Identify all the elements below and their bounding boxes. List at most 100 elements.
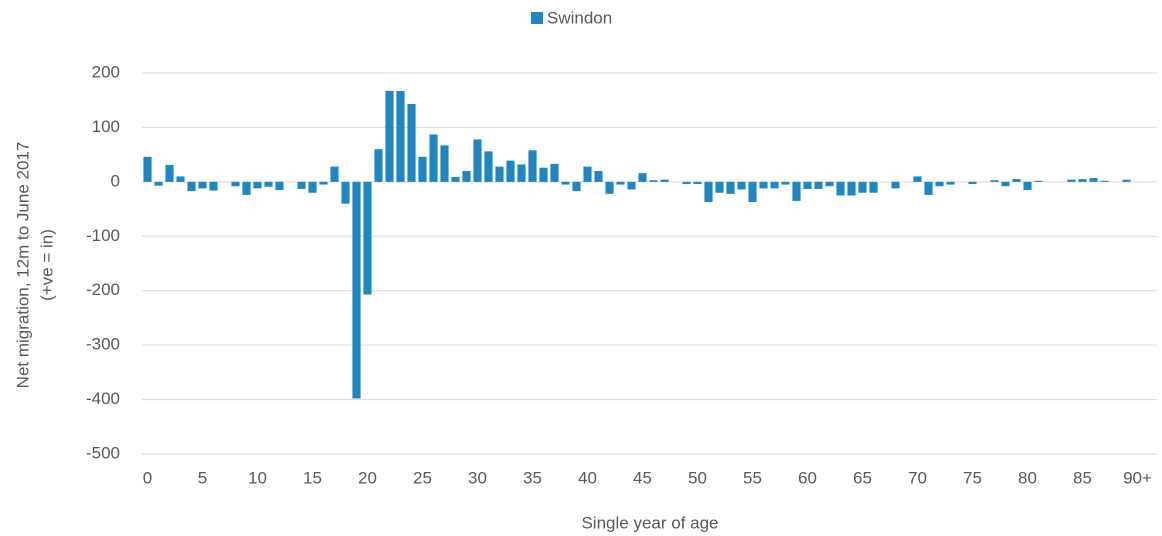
x-tick-label: 5 xyxy=(198,468,207,487)
bar xyxy=(825,181,834,187)
bar xyxy=(506,160,515,182)
bar xyxy=(176,176,185,182)
bar xyxy=(242,181,251,195)
bar xyxy=(935,181,944,187)
y-tick-label: -200 xyxy=(86,280,120,299)
bar xyxy=(946,181,955,185)
x-tick-label: 0 xyxy=(143,468,152,487)
bar xyxy=(1012,179,1021,182)
x-tick-label: 90+ xyxy=(1123,468,1152,487)
x-tick-label: 35 xyxy=(523,468,542,487)
x-tick-label: 85 xyxy=(1073,468,1092,487)
bar xyxy=(682,181,691,185)
bar xyxy=(1100,180,1109,182)
y-axis-title: (+ve = in) xyxy=(37,229,56,301)
bar xyxy=(231,181,240,187)
x-tick-label: 40 xyxy=(578,468,597,487)
bar xyxy=(627,181,636,190)
bar xyxy=(693,181,702,185)
bar xyxy=(407,104,416,182)
x-tick-label: 70 xyxy=(908,468,927,487)
bar xyxy=(517,164,526,182)
x-tick-label: 30 xyxy=(468,468,487,487)
bar xyxy=(913,176,922,182)
bar xyxy=(792,181,801,201)
bar xyxy=(264,181,273,187)
bar xyxy=(924,181,933,195)
bar xyxy=(1001,181,1010,187)
bar xyxy=(847,181,856,196)
bar xyxy=(561,181,570,185)
x-tick-label: 15 xyxy=(303,468,322,487)
x-tick-label: 10 xyxy=(248,468,267,487)
bar xyxy=(385,90,394,182)
y-tick-label: -100 xyxy=(86,226,120,245)
bar xyxy=(550,163,559,182)
bar xyxy=(726,181,735,194)
bar xyxy=(660,179,669,182)
bar xyxy=(396,90,405,182)
bar xyxy=(484,151,493,182)
bar xyxy=(539,167,548,182)
bar xyxy=(583,166,592,182)
bar xyxy=(275,181,284,191)
x-tick-label: 75 xyxy=(963,468,982,487)
y-tick-label: -300 xyxy=(86,335,120,354)
y-tick-label: 200 xyxy=(92,62,120,81)
bar xyxy=(297,181,306,189)
bar xyxy=(836,181,845,196)
bar xyxy=(473,139,482,182)
bar xyxy=(803,181,812,189)
bar xyxy=(319,181,328,185)
bar xyxy=(891,181,900,189)
x-tick-label: 20 xyxy=(358,468,377,487)
bar xyxy=(770,181,779,189)
bar xyxy=(363,181,372,295)
bar xyxy=(737,181,746,190)
bar xyxy=(440,145,449,182)
x-tick-label: 60 xyxy=(798,468,817,487)
bar xyxy=(451,176,460,182)
bar xyxy=(143,156,152,182)
y-axis-title: Net migration, 12m to June 2017 xyxy=(13,142,32,389)
bar xyxy=(704,181,713,202)
y-tick-label: -500 xyxy=(86,443,120,462)
bar xyxy=(638,173,647,182)
bar xyxy=(330,166,339,182)
bar xyxy=(869,181,878,193)
legend-label: Swindon xyxy=(547,8,612,27)
bar xyxy=(341,181,350,204)
bar xyxy=(649,180,658,182)
x-tick-label: 45 xyxy=(633,468,652,487)
bar xyxy=(594,170,603,182)
bar xyxy=(616,181,625,185)
bar xyxy=(209,181,218,191)
bar xyxy=(187,181,196,192)
bar xyxy=(1122,179,1131,182)
bar xyxy=(990,180,999,182)
bar xyxy=(1078,179,1087,182)
y-tick-label: 100 xyxy=(92,117,120,136)
bar xyxy=(418,156,427,182)
bar xyxy=(715,181,724,193)
x-tick-label: 65 xyxy=(853,468,872,487)
y-tick-label: -400 xyxy=(86,389,120,408)
bar xyxy=(814,181,823,189)
bar xyxy=(759,181,768,189)
bar xyxy=(572,181,581,192)
bar xyxy=(352,181,361,399)
bar xyxy=(165,164,174,182)
bar xyxy=(1023,181,1032,191)
bar xyxy=(462,170,471,182)
x-tick-label: 50 xyxy=(688,468,707,487)
bar xyxy=(528,150,537,182)
bar xyxy=(1089,178,1098,182)
bar xyxy=(429,134,438,182)
bar xyxy=(748,181,757,202)
bar xyxy=(374,149,383,182)
bar xyxy=(1067,179,1076,182)
bar xyxy=(495,166,504,182)
legend-swatch xyxy=(531,12,543,24)
y-tick-label: 0 xyxy=(111,171,120,190)
bar xyxy=(968,181,977,185)
